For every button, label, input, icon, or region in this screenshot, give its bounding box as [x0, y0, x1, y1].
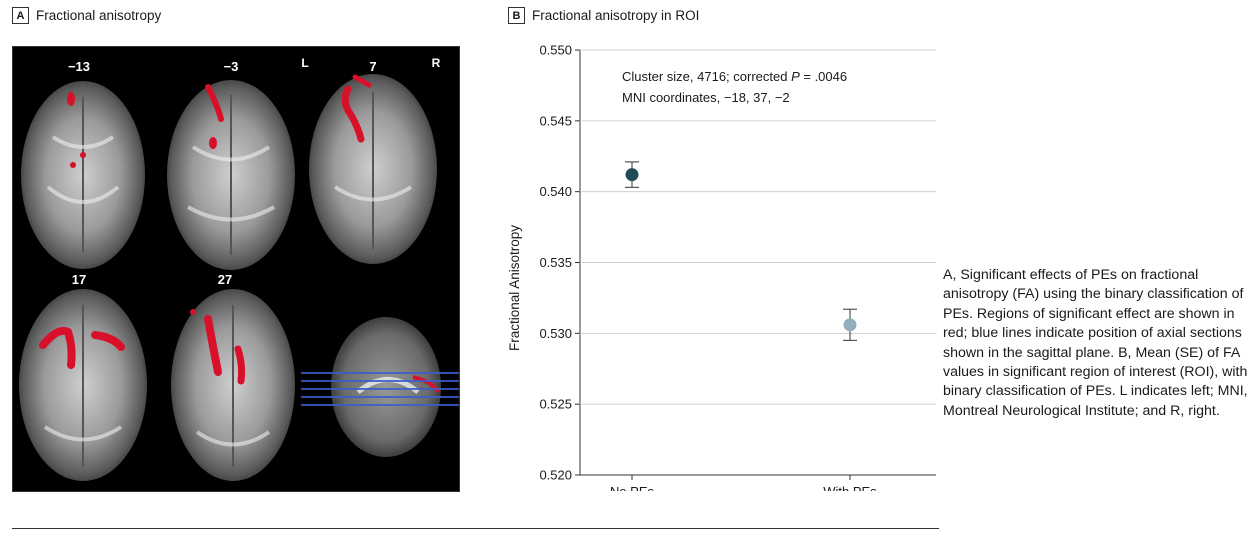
- axial-slice-4: [19, 289, 147, 481]
- axial-slice-5: [171, 289, 295, 481]
- orientation-left: L: [301, 56, 308, 70]
- slice-label-4: 17: [72, 272, 86, 287]
- panel-b-label: B Fractional anisotropy in ROI: [508, 7, 699, 24]
- slice-label-5: 27: [218, 272, 232, 287]
- annotation-line-2: MNI coordinates, −18, 37, −2: [622, 90, 790, 105]
- slice-label-1: −13: [68, 59, 90, 74]
- slice-label-3: 7: [369, 59, 376, 74]
- y-tick-label: 0.525: [539, 397, 572, 412]
- y-tick-label: 0.550: [539, 43, 572, 58]
- x-tick-label: With PEs: [823, 484, 877, 491]
- data-marks: [625, 161, 857, 342]
- x-axis: No PEs With PEs: [580, 474, 936, 499]
- y-tick-label: 0.535: [539, 255, 572, 270]
- y-tick-label: 0.520: [539, 468, 572, 483]
- fa-roi-chart: 0.520 0.525 0.530 0.535 0.540 0.545 0.550 No P…: [496, 36, 941, 499]
- y-tick-label: 0.545: [539, 113, 572, 128]
- grid-lines: [580, 49, 936, 405]
- panel-a-title: Fractional anisotropy: [36, 8, 162, 23]
- axial-slice-3: [309, 74, 437, 264]
- axial-slice-1: [21, 81, 145, 269]
- mri-brain-image: −13 −3 L 7 R 17 27: [12, 46, 460, 492]
- data-point: [625, 168, 639, 182]
- panel-b-title: Fractional anisotropy in ROI: [532, 8, 700, 23]
- axial-slice-2: [167, 80, 295, 270]
- sagittal-view: [301, 317, 459, 457]
- data-point: [843, 318, 857, 332]
- panel-a-letter: A: [12, 7, 29, 24]
- y-axis-label: Fractional Anisotropy: [507, 225, 522, 351]
- y-axis: 0.520 0.525 0.530 0.535 0.540 0.545 0.550: [539, 43, 581, 483]
- slice-label-2: −3: [224, 59, 239, 74]
- x-tick-label: No PEs: [610, 484, 655, 491]
- annotation-line-1: Cluster size, 4716; corrected P = .0046: [622, 69, 847, 84]
- panel-b-letter: B: [508, 7, 525, 24]
- orientation-right: R: [432, 56, 441, 70]
- panel-a-label: A Fractional anisotropy: [12, 7, 161, 24]
- bottom-rule: [12, 528, 939, 529]
- y-tick-label: 0.540: [539, 184, 572, 199]
- figure-caption: A, Significant effects of PEs on fractio…: [943, 267, 1248, 419]
- y-tick-label: 0.530: [539, 326, 572, 341]
